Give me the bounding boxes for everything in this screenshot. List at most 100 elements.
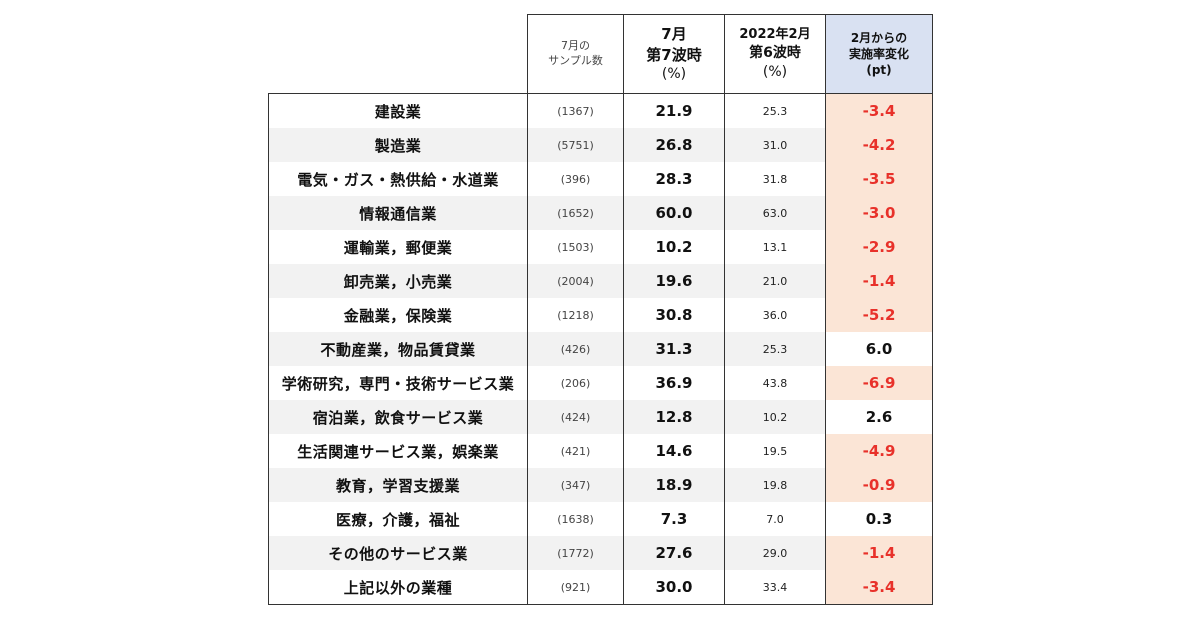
industry-cell: 教育，学習支援業 <box>268 468 528 502</box>
february-rate-cell: 33.4 <box>724 570 826 605</box>
february-rate-cell: 19.5 <box>724 434 826 468</box>
sample-size-cell: (1218) <box>527 298 624 332</box>
change-cell: -3.0 <box>825 196 933 230</box>
header-feb-line1: 2022年2月 <box>739 27 811 43</box>
change-cell: -1.4 <box>825 536 933 570</box>
sample-size-cell: (424) <box>527 400 624 434</box>
change-cell: -4.9 <box>825 434 933 468</box>
header-july-line2: 第7波時 <box>646 45 702 64</box>
february-rate-cell: 63.0 <box>724 196 826 230</box>
sample-size-cell: (421) <box>527 434 624 468</box>
february-rate-cell: 36.0 <box>724 298 826 332</box>
sample-size-cell: (1772) <box>527 536 624 570</box>
table-row: 上記以外の業種 (921) 30.0 33.4 -3.4 <box>268 570 933 605</box>
header-change: 2月からの 実施率変化 (pt) <box>825 14 933 94</box>
july-rate-cell: 28.3 <box>623 162 725 196</box>
table-row: 宿泊業，飲食サービス業 (424) 12.8 10.2 2.6 <box>268 400 933 434</box>
comparison-table-container: 7月の サンプル数 7月 第7波時 (%) 2022年2月 第6波時 (%) 2… <box>268 14 933 605</box>
industry-cell: 金融業，保険業 <box>268 298 528 332</box>
change-cell: -3.4 <box>825 570 933 605</box>
industry-cell: 卸売業，小売業 <box>268 264 528 298</box>
industry-cell: 電気・ガス・熱供給・水道業 <box>268 162 528 196</box>
february-rate-cell: 29.0 <box>724 536 826 570</box>
change-cell: -5.2 <box>825 298 933 332</box>
july-rate-cell: 30.8 <box>623 298 725 332</box>
industry-cell: 宿泊業，飲食サービス業 <box>268 400 528 434</box>
industry-cell: 運輸業，郵便業 <box>268 230 528 264</box>
change-cell: 0.3 <box>825 502 933 536</box>
february-rate-cell: 31.8 <box>724 162 826 196</box>
sample-size-cell: (1652) <box>527 196 624 230</box>
february-rate-cell: 43.8 <box>724 366 826 400</box>
sample-size-cell: (1638) <box>527 502 624 536</box>
table-row: 運輸業，郵便業 (1503) 10.2 13.1 -2.9 <box>268 230 933 264</box>
header-change-line1: 2月からの <box>850 30 908 45</box>
table-row: 製造業 (5751) 26.8 31.0 -4.2 <box>268 128 933 162</box>
change-cell: -2.9 <box>825 230 933 264</box>
table-row: 卸売業，小売業 (2004) 19.6 21.0 -1.4 <box>268 264 933 298</box>
industry-cell: 医療，介護，福祉 <box>268 502 528 536</box>
sample-size-cell: (921) <box>527 570 624 605</box>
february-rate-cell: 21.0 <box>724 264 826 298</box>
july-rate-cell: 7.3 <box>623 502 725 536</box>
february-rate-cell: 31.0 <box>724 128 826 162</box>
february-rate-cell: 10.2 <box>724 400 826 434</box>
header-july-line1: 7月 <box>661 25 687 44</box>
sample-size-cell: (347) <box>527 468 624 502</box>
header-sample-line2: サンプル数 <box>548 54 603 67</box>
sample-size-cell: (2004) <box>527 264 624 298</box>
change-cell: -4.2 <box>825 128 933 162</box>
header-july-unit: (%) <box>661 65 687 82</box>
july-rate-cell: 19.6 <box>623 264 725 298</box>
sample-size-cell: (1503) <box>527 230 624 264</box>
industry-cell: 不動産業，物品賃貸業 <box>268 332 528 366</box>
header-sample-size: 7月の サンプル数 <box>527 14 624 94</box>
change-cell: -6.9 <box>825 366 933 400</box>
telework-rate-table: 7月の サンプル数 7月 第7波時 (%) 2022年2月 第6波時 (%) 2… <box>268 14 933 605</box>
sample-size-cell: (206) <box>527 366 624 400</box>
july-rate-cell: 31.3 <box>623 332 725 366</box>
header-july: 7月 第7波時 (%) <box>623 14 725 94</box>
header-feb-line2: 第6波時 <box>749 44 801 61</box>
table-row: 建設業 (1367) 21.9 25.3 -3.4 <box>268 93 933 128</box>
industry-cell: 上記以外の業種 <box>268 570 528 605</box>
sample-size-cell: (1367) <box>527 93 624 128</box>
july-rate-cell: 12.8 <box>623 400 725 434</box>
july-rate-cell: 26.8 <box>623 128 725 162</box>
table-row: 情報通信業 (1652) 60.0 63.0 -3.0 <box>268 196 933 230</box>
industry-cell: その他のサービス業 <box>268 536 528 570</box>
july-rate-cell: 18.9 <box>623 468 725 502</box>
table-row: 教育，学習支援業 (347) 18.9 19.8 -0.9 <box>268 468 933 502</box>
table-row: その他のサービス業 (1772) 27.6 29.0 -1.4 <box>268 536 933 570</box>
table-row: 学術研究，専門・技術サービス業 (206) 36.9 43.8 -6.9 <box>268 366 933 400</box>
table-body: 建設業 (1367) 21.9 25.3 -3.4 製造業 (5751) 26.8 31.0 -4… <box>268 93 933 605</box>
header-february: 2022年2月 第6波時 (%) <box>724 14 826 94</box>
change-cell: -3.4 <box>825 93 933 128</box>
header-change-unit: (pt) <box>866 63 892 78</box>
february-rate-cell: 13.1 <box>724 230 826 264</box>
february-rate-cell: 25.3 <box>724 332 826 366</box>
sample-size-cell: (426) <box>527 332 624 366</box>
table-row: 電気・ガス・熱供給・水道業 (396) 28.3 31.8 -3.5 <box>268 162 933 196</box>
july-rate-cell: 14.6 <box>623 434 725 468</box>
industry-cell: 生活関連サービス業，娯楽業 <box>268 434 528 468</box>
february-rate-cell: 19.8 <box>724 468 826 502</box>
february-rate-cell: 25.3 <box>724 93 826 128</box>
table-row: 生活関連サービス業，娯楽業 (421) 14.6 19.5 -4.9 <box>268 434 933 468</box>
industry-cell: 学術研究，専門・技術サービス業 <box>268 366 528 400</box>
header-corner <box>269 15 528 94</box>
industry-cell: 情報通信業 <box>268 196 528 230</box>
change-cell: 6.0 <box>825 332 933 366</box>
change-cell: 2.6 <box>825 400 933 434</box>
july-rate-cell: 60.0 <box>623 196 725 230</box>
header-feb-unit: (%) <box>762 63 788 80</box>
july-rate-cell: 10.2 <box>623 230 725 264</box>
table-row: 医療，介護，福祉 (1638) 7.3 7.0 0.3 <box>268 502 933 536</box>
change-cell: -3.5 <box>825 162 933 196</box>
july-rate-cell: 36.9 <box>623 366 725 400</box>
july-rate-cell: 27.6 <box>623 536 725 570</box>
change-cell: -1.4 <box>825 264 933 298</box>
header-row: 7月の サンプル数 7月 第7波時 (%) 2022年2月 第6波時 (%) 2… <box>269 14 933 94</box>
sample-size-cell: (396) <box>527 162 624 196</box>
industry-cell: 製造業 <box>268 128 528 162</box>
